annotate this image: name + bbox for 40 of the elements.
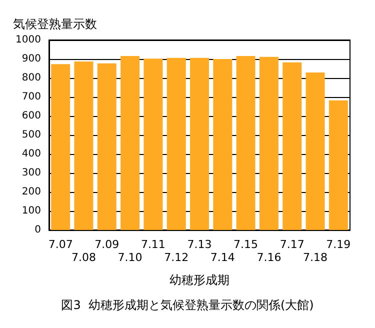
bar	[144, 58, 163, 230]
bar	[51, 64, 70, 230]
bar	[328, 100, 348, 230]
x-tick-label: 7.16	[256, 251, 282, 264]
x-tick-label: 7.15	[234, 238, 258, 251]
x-tick-label: 7.19	[326, 238, 351, 251]
y-tick-label: 800	[22, 72, 41, 84]
x-tick-label: 7.18	[303, 251, 328, 264]
x-tick-label: 7.14	[210, 251, 235, 264]
y-tick-label: 700	[22, 92, 41, 102]
y-tick-label: 100	[22, 206, 41, 216]
y-tick-label: 200	[22, 186, 41, 198]
bar	[282, 62, 302, 230]
y-tick-label: 400	[22, 148, 41, 160]
x-tick-label: 7.10	[118, 251, 142, 264]
x-tick-label: 7.12	[164, 251, 189, 264]
y-tick-label: 600	[22, 110, 41, 122]
bar	[166, 58, 186, 230]
x-tick-label: 7.09	[94, 238, 120, 251]
text: 図3 幼穂形成期と気候登熟量示数の関係(大館)	[61, 298, 314, 312]
y-tick-label: 0	[34, 224, 41, 236]
bar	[74, 61, 94, 230]
x-tick-label: 7.13	[187, 238, 212, 251]
x-tick-label: 7.07	[48, 238, 73, 251]
bar	[190, 58, 209, 230]
bar	[306, 72, 325, 230]
y-tick-label: 300	[22, 168, 41, 178]
y-axis-title: 気候登熟量示数	[13, 17, 97, 31]
y-tick-label: 500	[22, 130, 41, 140]
x-axis-title: 幼穂形成期	[170, 273, 230, 287]
y-tick-label: 1000	[16, 34, 41, 46]
y-tick-label: 900	[22, 54, 41, 64]
bar	[259, 56, 278, 230]
x-tick-label: 7.17	[280, 238, 304, 251]
x-tick-label: 7.08	[71, 251, 96, 264]
bar	[120, 56, 140, 230]
x-tick-label: 7.11	[140, 238, 166, 251]
bar	[97, 63, 116, 230]
bar	[236, 56, 256, 230]
bar	[213, 59, 232, 230]
